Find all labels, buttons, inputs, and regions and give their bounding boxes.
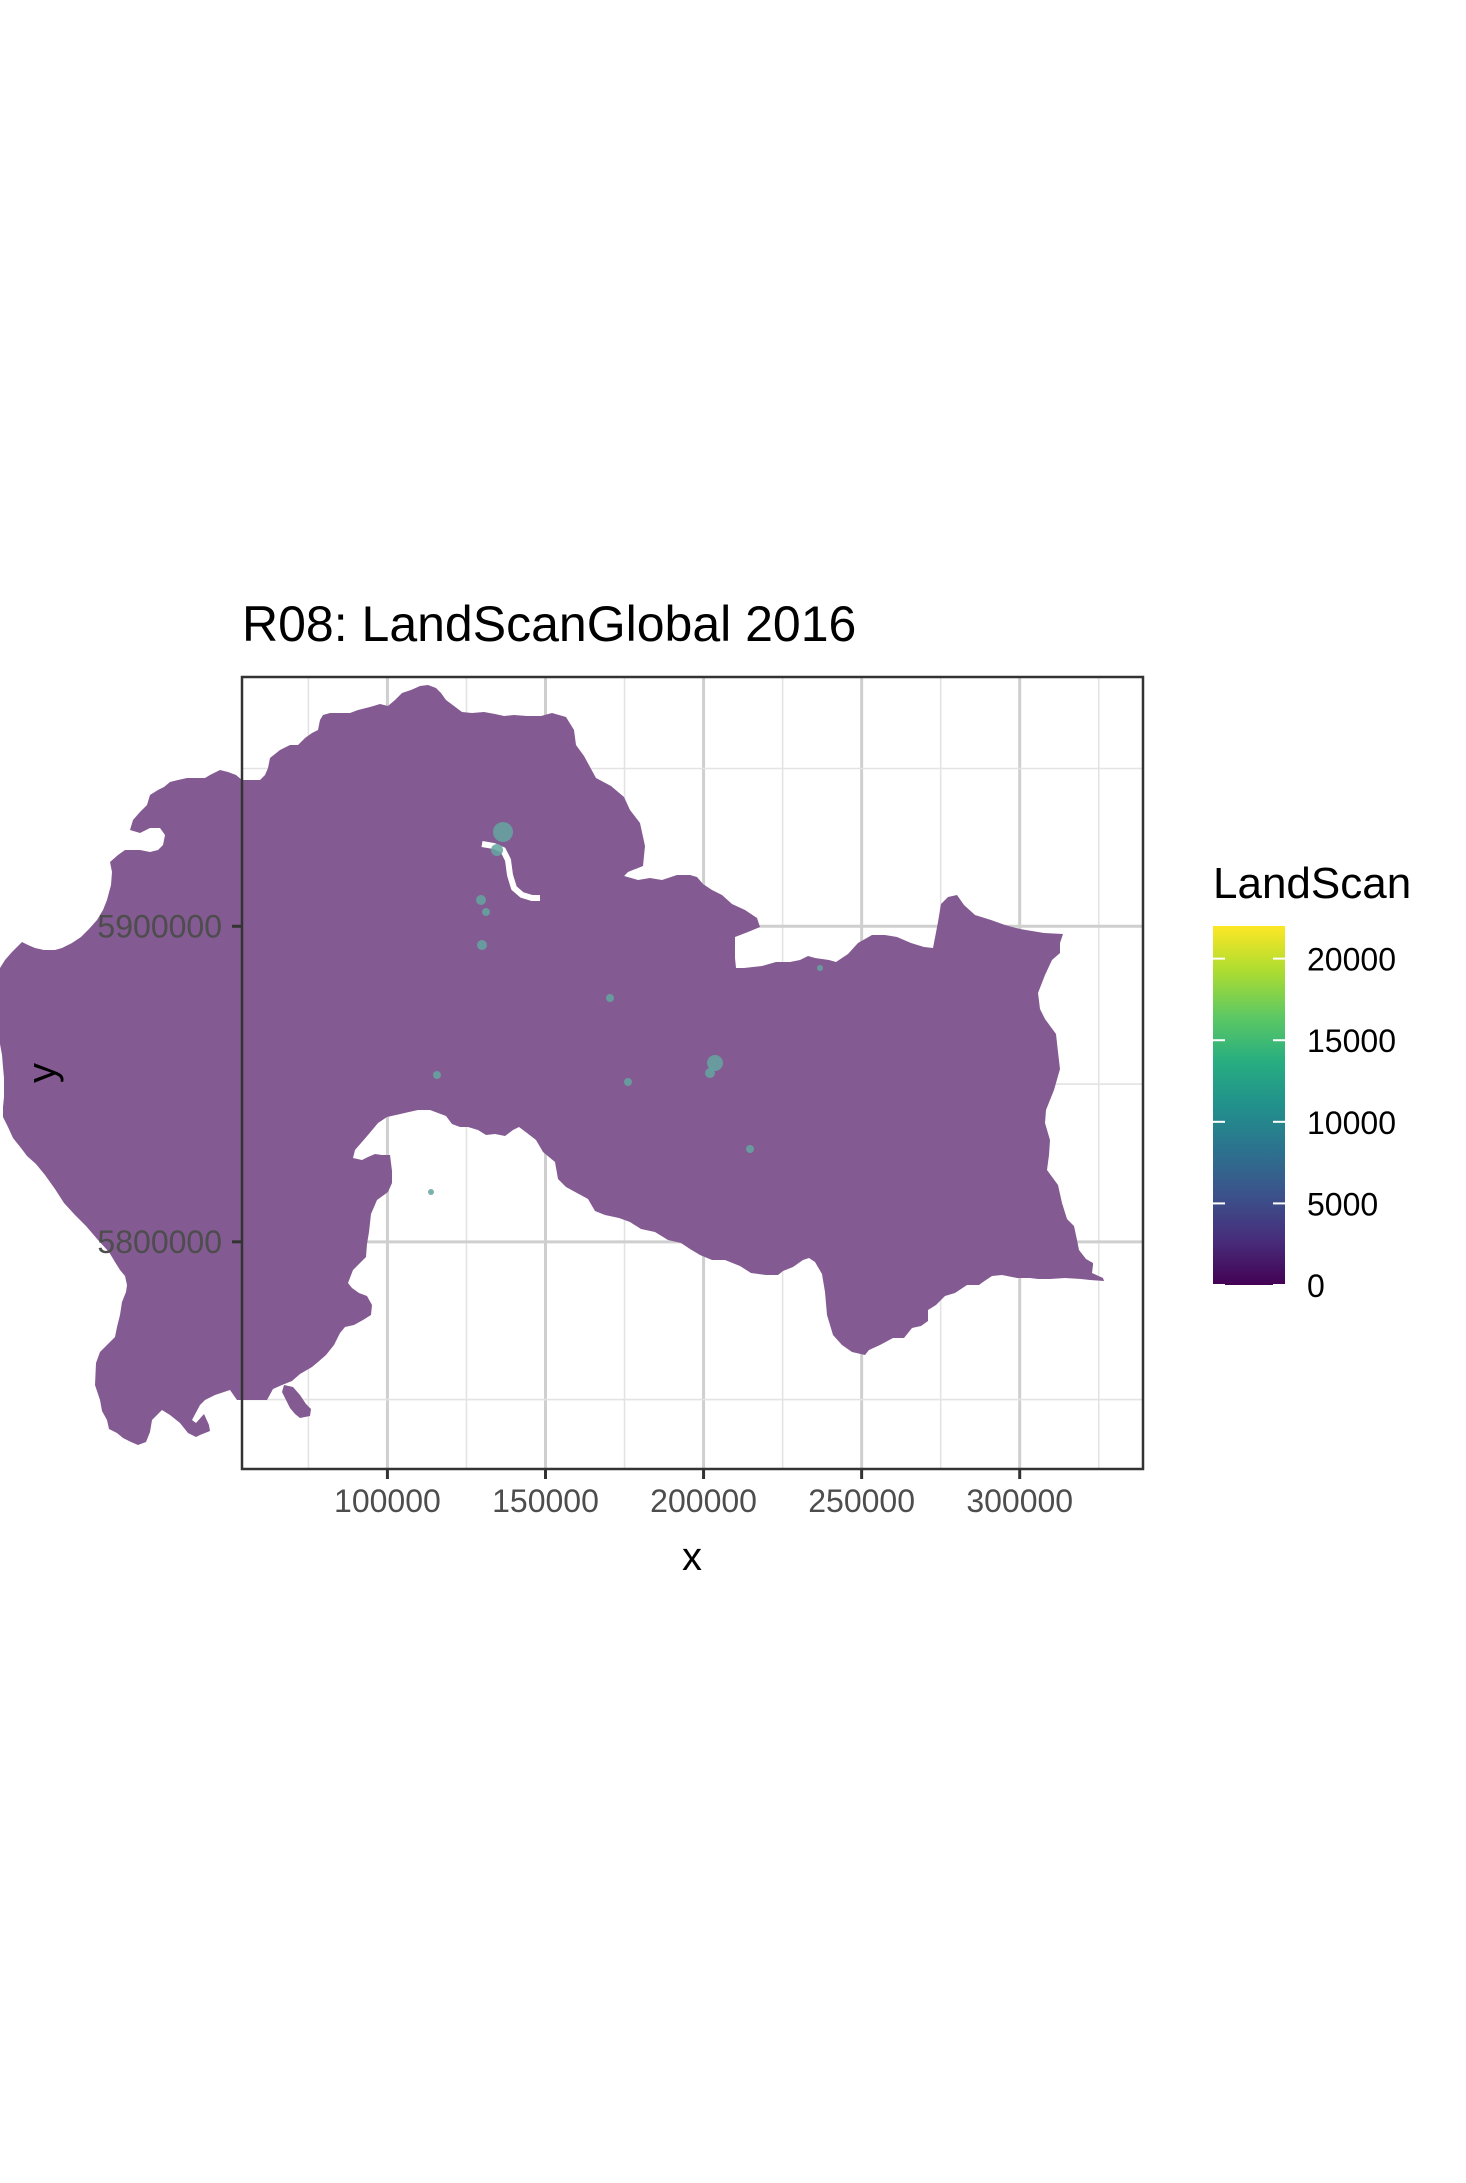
region-area: [0, 685, 1104, 1445]
chart-title: R08: LandScanGlobal 2016: [242, 596, 856, 652]
island-south: [282, 1385, 311, 1418]
legend: LandScan 0 5000 10000 15000 20000: [1213, 859, 1411, 1304]
region-map: [0, 685, 1104, 1445]
x-tick-label: 200000: [650, 1483, 757, 1519]
population-hotspot: [482, 908, 490, 916]
x-tick-label: 150000: [492, 1483, 599, 1519]
island-north: [373, 908, 398, 948]
legend-tick-label: 5000: [1307, 1186, 1378, 1222]
legend-tick-label: 15000: [1307, 1023, 1396, 1059]
legend-tick-label: 0: [1307, 1268, 1325, 1304]
population-hotspot: [433, 1071, 441, 1079]
panel-border: [240, 675, 1145, 1471]
legend-title: LandScan: [1213, 859, 1411, 908]
legend-tick-label: 10000: [1307, 1105, 1396, 1141]
x-tick-label: 300000: [966, 1483, 1073, 1519]
population-hotspots: [428, 822, 823, 1195]
x-axis-title: x: [682, 1535, 702, 1579]
legend-colorbar: [1213, 926, 1285, 1285]
population-hotspot: [428, 1189, 434, 1195]
population-hotspot: [817, 965, 823, 971]
population-hotspot: [707, 1055, 723, 1071]
y-tick-label: 5800000: [97, 1224, 222, 1260]
population-hotspot: [624, 1078, 632, 1086]
population-hotspot: [606, 994, 614, 1002]
x-axis: 100000 150000 200000 250000 300000: [334, 1469, 1073, 1519]
x-tick-label: 100000: [334, 1483, 441, 1519]
population-hotspot: [476, 895, 486, 905]
legend-tick-label: 20000: [1307, 942, 1396, 978]
population-hotspot: [491, 844, 503, 856]
y-tick-label: 5900000: [97, 908, 222, 944]
legend-ticks: 0 5000 10000 15000 20000: [1213, 942, 1396, 1304]
y-axis-title: y: [20, 1063, 64, 1083]
region-coastal-strip: [461, 778, 534, 838]
y-axis: 5800000 5900000: [97, 908, 242, 1260]
population-hotspot: [493, 822, 513, 842]
plot-panel: [0, 675, 1145, 1471]
population-hotspot: [477, 940, 487, 950]
population-hotspot: [746, 1145, 754, 1153]
x-tick-label: 250000: [808, 1483, 915, 1519]
population-hotspot: [705, 1068, 715, 1078]
